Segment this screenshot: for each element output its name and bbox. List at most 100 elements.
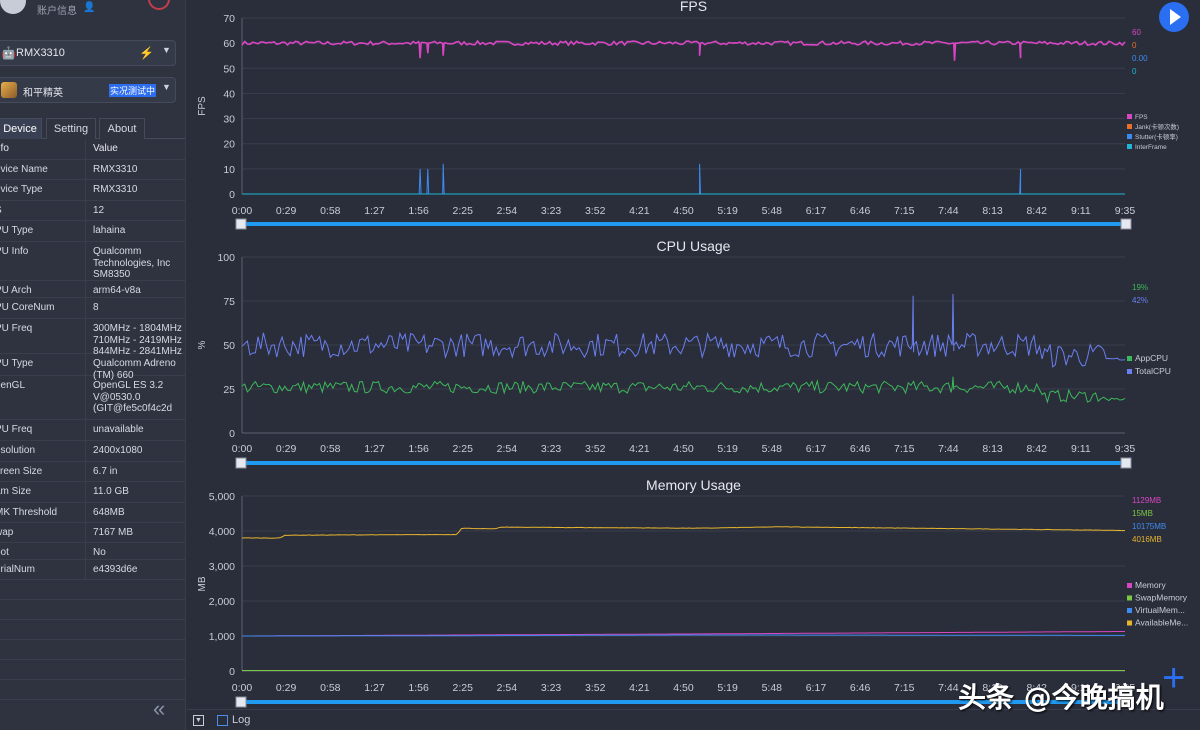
y-tick-label: 50 [223, 63, 235, 75]
chevron-down-icon: ▼ [162, 45, 171, 55]
chart-2: Memory Usage MB 0 1,000 2,000 3,000 4,000 5,000… [197, 477, 1188, 708]
column-divider [85, 420, 86, 440]
column-divider [85, 376, 86, 419]
table-row: am Size 11.0 GB [0, 482, 185, 503]
x-tick-label: 8:42 [1026, 443, 1047, 455]
column-divider [85, 482, 86, 502]
row-key: PU Info [0, 246, 29, 257]
legend-swatch [1127, 369, 1132, 374]
app-icon [1, 82, 17, 98]
current-value: 4016MB [1132, 535, 1162, 544]
row-value: Qualcomm Adreno (TM) 660 [93, 358, 176, 381]
chart-0: FPS FPS 0 10 20 30 40 50 60 70 0:00 0:29 0:58 1:27 1:5… [197, 0, 1179, 230]
tab-about[interactable]: About [99, 118, 145, 139]
y-tick-label: 60 [223, 38, 235, 50]
slider-handle-left[interactable] [235, 218, 247, 230]
app-selector[interactable]: 和平精英 实况测试中 ▼ [0, 77, 176, 103]
y-tick-label: 70 [223, 13, 235, 25]
x-tick-label: 9:35 [1115, 682, 1136, 694]
x-tick-label: 6:46 [850, 443, 871, 455]
avatar[interactable] [0, 0, 26, 14]
empty-row [0, 640, 185, 660]
column-divider [85, 201, 86, 220]
current-value: 60 [1132, 28, 1141, 37]
series-line-totalcpu [241, 293, 1126, 368]
empty-row [0, 660, 185, 680]
log-checkbox[interactable] [217, 715, 228, 726]
x-tick-label: 3:52 [585, 682, 606, 694]
legend-label: Jank(卡顿次数) [1135, 122, 1179, 131]
slider-handle-right[interactable] [1120, 457, 1132, 469]
row-key: PU Type [0, 225, 34, 236]
device-info-table: nfo Value evice Name RMX3310 evice Type RMX33… [0, 139, 185, 700]
row-value: e4393d6e [93, 564, 138, 575]
slider-handle-left[interactable] [235, 696, 247, 708]
tab-setting[interactable]: Setting [46, 118, 96, 139]
row-key: creen Size [0, 466, 43, 477]
row-value: 6.7 in [93, 466, 118, 477]
legend-swatch [1127, 114, 1132, 119]
slider-handle-right[interactable] [1120, 218, 1132, 230]
x-tick-label: 9:11 [1071, 205, 1091, 217]
slider-handle-left[interactable] [235, 457, 247, 469]
row-value: arm64-v8a [93, 285, 141, 296]
series-line-virtualmemory [242, 634, 1125, 637]
time-range-slider[interactable] [242, 700, 1125, 704]
x-tick-label: 7:15 [894, 205, 915, 217]
toggle-panel-icon[interactable]: ▼ [193, 715, 204, 726]
table-row: wap 7167 MB [0, 523, 185, 543]
account-bar[interactable]: 账户信息 👤 [0, 0, 185, 20]
row-value: 8 [93, 302, 99, 313]
collapse-sidebar-icon[interactable]: « [153, 696, 166, 721]
current-value: 15MB [1132, 509, 1153, 518]
x-tick-label: 8:13 [982, 205, 1003, 217]
y-axis-label: % [197, 340, 208, 349]
row-value: 300MHz - 1804MHz 710MHz - 2419MHz 844MHz… [93, 323, 182, 357]
x-tick-label: 4:21 [629, 205, 650, 217]
account-info-label[interactable]: 账户信息 [37, 6, 77, 17]
table-row: MK Threshold 648MB [0, 503, 185, 523]
x-tick-label: 1:27 [364, 682, 385, 694]
x-tick-label: 4:21 [629, 443, 650, 455]
x-tick-label: 6:46 [850, 205, 871, 217]
x-tick-label: 1:56 [408, 443, 429, 455]
table-row: creen Size 6.7 in [0, 462, 185, 482]
tab-device[interactable]: Device [0, 118, 42, 139]
legend-swatch [1127, 583, 1132, 588]
x-tick-label: 9:35 [1115, 443, 1136, 455]
device-selector[interactable]: 🤖 RMX3310 ⚡ ▼ [0, 40, 176, 66]
add-icon[interactable]: + [1162, 656, 1186, 700]
x-tick-label: 3:23 [541, 682, 562, 694]
legend-swatch [1127, 144, 1132, 149]
play-button[interactable] [1159, 2, 1189, 32]
y-tick-label: 2,000 [209, 596, 235, 608]
table-row: evice Type RMX3310 [0, 180, 185, 201]
table-row: penGL OpenGL ES 3.2 V@0530.0 (GIT@fe5c0f4… [0, 376, 185, 420]
table-row: PU Freq unavailable [0, 420, 185, 441]
row-key: MK Threshold [0, 507, 58, 518]
power-icon[interactable] [148, 0, 170, 10]
x-tick-label: 0:00 [232, 443, 253, 455]
x-tick-label: 5:19 [717, 443, 738, 455]
x-tick-label: 0:29 [276, 682, 297, 694]
legend-label: AvailableMe... [1135, 618, 1188, 628]
y-tick-label: 5,000 [209, 491, 235, 503]
current-value: 0 [1132, 67, 1137, 76]
slider-handle-right[interactable] [1120, 696, 1132, 708]
time-range-slider[interactable] [242, 461, 1125, 465]
column-divider [85, 298, 86, 318]
time-range-slider[interactable] [242, 222, 1125, 226]
row-key: PU CoreNum [0, 302, 55, 313]
x-tick-label: 3:52 [585, 443, 606, 455]
x-tick-label: 7:15 [894, 682, 915, 694]
row-key: evice Name [0, 164, 48, 175]
x-tick-label: 0:29 [276, 443, 297, 455]
y-tick-label: 100 [217, 252, 235, 264]
column-divider [85, 319, 86, 353]
table-row: PU Info Qualcomm Technologies, Inc SM8350 [0, 242, 185, 281]
column-divider [85, 354, 86, 375]
legend-swatch [1127, 608, 1132, 613]
column-divider [85, 281, 86, 297]
legend-label: InterFrame [1135, 144, 1167, 151]
